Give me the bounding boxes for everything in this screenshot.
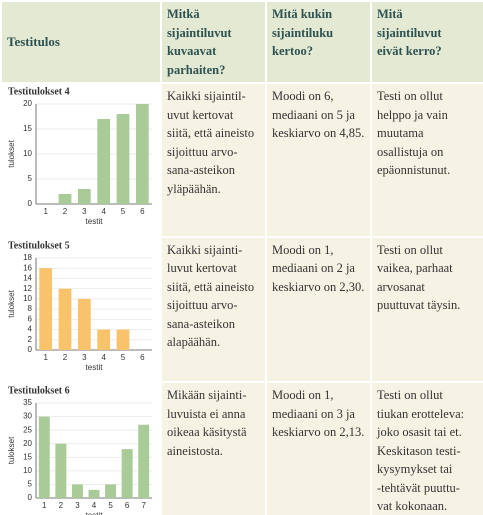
header-cell: Mitkä sijaintiluvut kuvaavat parhaiten? xyxy=(160,0,267,84)
chart-title: Testitulokset 4 xyxy=(8,86,70,97)
x-tick-label: 4 xyxy=(101,207,106,216)
chart-title: Testitulokset 5 xyxy=(8,240,70,251)
x-axis-label: testit xyxy=(86,363,104,372)
x-tick-label: 1 xyxy=(43,353,48,362)
x-tick-label: 4 xyxy=(101,353,106,362)
y-tick-label: 5 xyxy=(28,174,33,183)
y-tick-label: 20 xyxy=(23,439,32,448)
x-tick-label: 6 xyxy=(140,353,145,362)
y-tick-label: 16 xyxy=(23,263,32,272)
chart-title: Testitulokset 6 xyxy=(8,385,70,396)
bar xyxy=(77,189,91,204)
bar xyxy=(105,484,117,498)
y-tick-label: 18 xyxy=(23,253,32,262)
cell: Testi on ollut tiukan erotteleva: joko o… xyxy=(370,381,483,515)
bar xyxy=(138,424,150,498)
cell: Kaikki sijainti- luvut kertovat siitä, e… xyxy=(160,235,267,383)
header-cell: Mitä kukin sijaintiluku kertoo? xyxy=(265,0,372,84)
header-row: Testitulos Mitkä sijaintiluvut kuvaavat … xyxy=(0,0,483,84)
cell: Kaikki sijaintil- uvut kertovat siitä, e… xyxy=(160,82,267,238)
chart: Testitulokset 4 0 5 10 15 20 1 2 3 4 5 6 testit tulok… xyxy=(7,86,152,226)
bar xyxy=(58,288,72,350)
chart-cell: Testitulokset 4 0 5 10 15 20 1 2 3 4 5 6 testit tulok… xyxy=(0,82,162,238)
x-tick-label: 4 xyxy=(92,501,97,510)
x-tick-label: 3 xyxy=(82,353,87,362)
bar xyxy=(55,443,67,498)
y-tick-label: 14 xyxy=(23,273,32,282)
x-tick-label: 3 xyxy=(75,501,80,510)
cell: Moodi on 1, mediaani on 2 ja keskiarvo o… xyxy=(265,235,372,383)
x-tick-label: 6 xyxy=(140,207,145,216)
row: Testitulokset 5 0 2 4 6 8 10 12 14 16 18 1 2 3 4 5 6 test… xyxy=(0,235,483,383)
cell: Testi on ollut helppo ja vain muutama os… xyxy=(370,82,483,238)
y-tick-label: 4 xyxy=(28,324,33,333)
x-tick-label: 2 xyxy=(63,353,68,362)
x-tick-label: 6 xyxy=(125,501,130,510)
y-tick-label: 35 xyxy=(23,398,32,407)
bar xyxy=(39,267,53,350)
x-tick-label: 1 xyxy=(43,207,48,216)
y-tick-label: 12 xyxy=(23,283,32,292)
y-tick-label: 2 xyxy=(28,334,33,343)
bar xyxy=(97,119,111,204)
y-tick-label: 5 xyxy=(28,480,33,489)
bar xyxy=(116,329,130,350)
y-tick-label: 8 xyxy=(28,304,33,313)
header-cell: Testitulos xyxy=(0,0,162,84)
header-cell: Mitä sijaintiluvut eivät kerro? xyxy=(370,0,483,84)
chart-cell: Testitulokset 5 0 2 4 6 8 10 12 14 16 18 1 2 3 4 5 6 test… xyxy=(0,235,162,383)
y-tick-label: 0 xyxy=(28,199,33,208)
bar xyxy=(88,489,100,498)
bar xyxy=(97,329,111,350)
x-tick-label: 1 xyxy=(42,501,47,510)
y-axis-label: tulokset xyxy=(7,436,16,464)
cell: Moodi on 6, mediaani on 5 ja keskiarvo o… xyxy=(265,82,372,238)
row: Testitulokset 4 0 5 10 15 20 1 2 3 4 5 6 testit tulok… xyxy=(0,82,483,238)
x-axis-label: testit xyxy=(86,217,104,226)
y-tick-label: 30 xyxy=(23,412,32,421)
y-tick-label: 20 xyxy=(23,99,32,108)
cell: Moodi on 1, mediaani on 3 ja keskiarvo o… xyxy=(265,381,372,515)
bar xyxy=(116,114,130,204)
bar xyxy=(38,416,50,498)
y-tick-label: 25 xyxy=(23,425,32,434)
x-tick-label: 2 xyxy=(63,207,68,216)
chart: Testitulokset 6 0 5 10 15 20 25 30 35 1 2 3 4 5 6 7 test… xyxy=(7,385,152,515)
y-tick-label: 10 xyxy=(23,149,32,158)
chart-cell: Testitulokset 6 0 5 10 15 20 25 30 35 1 2 3 4 5 6 7 test… xyxy=(0,381,162,515)
y-tick-label: 15 xyxy=(23,452,32,461)
y-tick-label: 10 xyxy=(23,293,32,302)
bar xyxy=(58,194,72,204)
x-tick-label: 5 xyxy=(121,207,126,216)
y-tick-label: 10 xyxy=(23,466,32,475)
bar xyxy=(77,298,91,350)
x-tick-label: 2 xyxy=(59,501,64,510)
y-tick-label: 0 xyxy=(28,345,33,354)
bar xyxy=(121,449,133,498)
row: Testitulokset 6 0 5 10 15 20 25 30 35 1 2 3 4 5 6 7 test… xyxy=(0,381,483,515)
x-tick-label: 5 xyxy=(121,353,126,362)
y-tick-label: 15 xyxy=(23,124,32,133)
x-tick-label: 7 xyxy=(141,501,146,510)
x-tick-label: 3 xyxy=(82,207,87,216)
cell: Testi on ollut vaikea, parhaat arvosanat… xyxy=(370,235,483,383)
y-axis-label: tulokset xyxy=(7,289,16,317)
x-axis-label: testit xyxy=(86,511,104,515)
bar xyxy=(71,484,83,498)
cell: Mikään sijainti- luvuista ei anna oikeaa… xyxy=(160,381,267,515)
bar xyxy=(135,104,149,204)
x-tick-label: 5 xyxy=(108,501,113,510)
y-axis-label: tulokset xyxy=(7,139,16,167)
y-tick-label: 6 xyxy=(28,314,33,323)
y-tick-label: 0 xyxy=(28,493,33,502)
